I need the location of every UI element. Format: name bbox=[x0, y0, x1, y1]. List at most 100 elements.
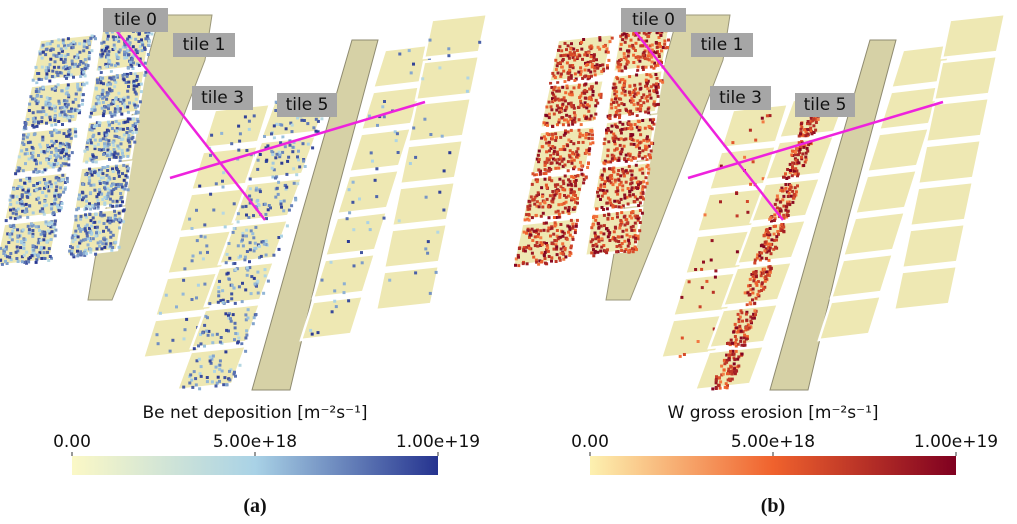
deposit-dot bbox=[562, 188, 565, 191]
deposit-dot bbox=[198, 387, 201, 390]
deposit-dot bbox=[782, 195, 785, 198]
deposit-dot bbox=[118, 175, 121, 178]
deposit-dot bbox=[111, 121, 114, 124]
deposit-dot bbox=[25, 208, 28, 211]
deposit-dot bbox=[76, 245, 79, 248]
deposit-dot bbox=[641, 44, 644, 47]
deposit-dot bbox=[118, 122, 121, 125]
deposit-dot bbox=[103, 181, 106, 184]
deposit-dot bbox=[280, 206, 283, 209]
deposit-dot bbox=[90, 108, 93, 111]
deposit-dot bbox=[98, 231, 101, 234]
deposit-dot bbox=[203, 345, 206, 348]
deposit-dot bbox=[32, 244, 35, 247]
deposit-dot bbox=[45, 185, 48, 188]
deposit-dot bbox=[197, 344, 200, 347]
deposit-dot bbox=[65, 135, 68, 138]
deposit-dot bbox=[564, 175, 567, 178]
deposit-dot bbox=[103, 96, 106, 99]
deposit-dot bbox=[788, 188, 791, 191]
deposit-dot bbox=[609, 198, 612, 201]
deposit-dot bbox=[694, 268, 697, 271]
deposit-dot bbox=[792, 197, 795, 200]
deposit-dot bbox=[117, 153, 120, 156]
deposit-dot bbox=[775, 239, 778, 242]
deposit-dot bbox=[309, 329, 312, 332]
deposit-dot bbox=[613, 230, 616, 233]
deposit-dot bbox=[60, 111, 63, 114]
deposit-dot bbox=[81, 68, 84, 71]
deposit-dot bbox=[447, 47, 450, 50]
deposit-dot bbox=[135, 128, 138, 131]
deposit-dot bbox=[88, 42, 91, 45]
deposit-dot bbox=[785, 177, 788, 180]
deposit-dot bbox=[44, 103, 47, 106]
deposit-dot bbox=[752, 288, 755, 291]
deposit-dot bbox=[558, 163, 561, 166]
deposit-dot bbox=[32, 151, 35, 154]
deposit-dot bbox=[548, 141, 551, 144]
deposit-dot bbox=[725, 361, 728, 364]
deposit-dot bbox=[59, 186, 62, 189]
deposit-dot bbox=[779, 201, 782, 204]
deposit-dot bbox=[298, 165, 301, 168]
deposit-dot bbox=[576, 202, 579, 205]
deposit-dot bbox=[526, 262, 529, 265]
deposit-dot bbox=[228, 242, 231, 245]
deposit-dot bbox=[763, 234, 766, 237]
deposit-dot bbox=[814, 129, 817, 132]
deposit-dot bbox=[585, 106, 588, 109]
deposit-dot bbox=[222, 212, 225, 215]
deposit-dot bbox=[32, 79, 35, 82]
deposit-dot bbox=[748, 294, 751, 297]
deposit-dot bbox=[567, 78, 570, 81]
deposit-dot bbox=[296, 155, 299, 158]
deposit-dot bbox=[5, 245, 8, 248]
deposit-dot bbox=[103, 246, 106, 249]
deposit-dot bbox=[614, 86, 617, 89]
deposit-dot bbox=[776, 230, 779, 233]
deposit-dot bbox=[221, 180, 224, 183]
deposit-dot bbox=[200, 235, 203, 238]
deposit-dot bbox=[97, 202, 100, 205]
deposit-dot bbox=[517, 264, 520, 267]
deposit-dot bbox=[124, 184, 127, 187]
deposit-dot bbox=[537, 168, 540, 171]
deposit-dot bbox=[588, 46, 591, 49]
deposit-dot bbox=[127, 67, 130, 70]
deposit-dot bbox=[563, 119, 566, 122]
deposit-dot bbox=[89, 191, 92, 194]
deposit-dot bbox=[240, 342, 243, 345]
deposit-dot bbox=[567, 124, 570, 127]
deposit-dot bbox=[246, 266, 249, 269]
deposit-dot bbox=[92, 134, 95, 137]
tile bbox=[910, 182, 973, 226]
deposit-dot bbox=[599, 250, 602, 253]
deposit-dot bbox=[800, 122, 803, 125]
deposit-dot bbox=[107, 56, 110, 59]
deposit-dot bbox=[67, 94, 70, 97]
deposit-dot bbox=[623, 194, 626, 197]
deposit-dot bbox=[549, 156, 552, 159]
deposit-dot bbox=[633, 103, 636, 106]
deposit-dot bbox=[95, 124, 98, 127]
deposit-dot bbox=[93, 184, 96, 187]
deposit-dot bbox=[577, 174, 580, 177]
deposit-dot bbox=[65, 162, 68, 165]
caption: (a) bbox=[243, 495, 266, 517]
deposit-dot bbox=[107, 229, 110, 232]
deposit-dot bbox=[83, 45, 86, 48]
deposit-dot bbox=[103, 166, 106, 169]
deposit-dot bbox=[133, 84, 136, 87]
deposit-dot bbox=[141, 44, 144, 47]
deposit-dot bbox=[267, 280, 270, 283]
deposit-dot bbox=[64, 47, 67, 50]
deposit-dot bbox=[264, 268, 267, 271]
deposit-dot bbox=[19, 246, 22, 249]
deposit-dot bbox=[105, 47, 108, 50]
deposit-dot bbox=[233, 338, 236, 341]
deposit-dot bbox=[237, 220, 240, 223]
deposit-dot bbox=[554, 194, 557, 197]
deposit-dot bbox=[534, 235, 537, 238]
deposit-dot bbox=[242, 244, 245, 247]
